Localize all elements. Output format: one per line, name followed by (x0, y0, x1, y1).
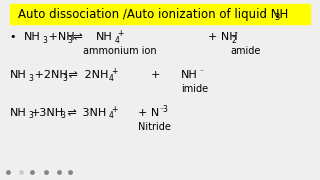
Text: ⇌: ⇌ (70, 32, 83, 42)
Text: + NH: + NH (208, 32, 238, 42)
Text: 2: 2 (231, 36, 236, 45)
Text: ⇌: ⇌ (64, 107, 77, 118)
Text: NH: NH (181, 70, 197, 80)
Text: ⁻: ⁻ (199, 67, 203, 76)
Text: Auto dissociation /Auto ionization of liquid NH: Auto dissociation /Auto ionization of li… (19, 8, 289, 21)
Text: 4: 4 (108, 111, 113, 120)
Text: +: + (117, 29, 124, 38)
Text: NH: NH (10, 107, 26, 118)
Text: + N: + N (138, 107, 159, 118)
Text: +: + (150, 70, 160, 80)
Text: 2NH: 2NH (81, 70, 108, 80)
Text: ammonium ion: ammonium ion (83, 46, 157, 56)
Text: imide: imide (181, 84, 208, 94)
Text: 3: 3 (61, 111, 66, 120)
Text: 3: 3 (28, 74, 33, 83)
Text: ⁻3: ⁻3 (159, 105, 168, 114)
Text: +: + (111, 67, 117, 76)
Text: ⇌: ⇌ (65, 70, 78, 80)
Text: 3: 3 (28, 111, 33, 120)
Text: NH: NH (96, 32, 113, 42)
Text: amide: amide (230, 46, 261, 56)
Text: NH: NH (24, 32, 41, 42)
FancyBboxPatch shape (10, 4, 310, 24)
Text: 3: 3 (62, 74, 67, 83)
Text: 3NH: 3NH (79, 107, 107, 118)
Text: 3: 3 (43, 36, 47, 45)
Text: +2NH: +2NH (31, 70, 68, 80)
Text: 3: 3 (274, 14, 280, 22)
Text: 4: 4 (108, 74, 113, 83)
Text: 4: 4 (115, 36, 119, 45)
Text: +: + (111, 105, 117, 114)
Text: Nitride: Nitride (138, 122, 171, 132)
Text: •: • (10, 32, 16, 42)
Text: +3NH: +3NH (31, 107, 64, 118)
Text: ⁻: ⁻ (234, 29, 238, 38)
Text: +NH: +NH (45, 32, 75, 42)
Text: NH: NH (10, 70, 26, 80)
Text: 3: 3 (68, 36, 73, 45)
